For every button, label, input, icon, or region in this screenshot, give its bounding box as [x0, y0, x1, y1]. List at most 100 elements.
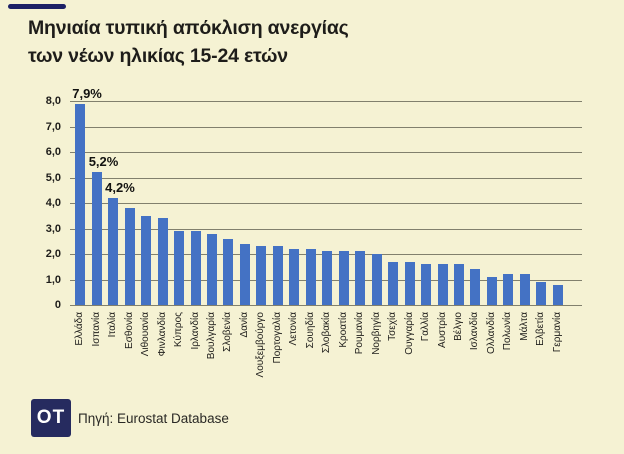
bar-slot: Δανία	[237, 101, 253, 337]
bar-slot: Πορτογαλία	[270, 101, 286, 363]
bar	[371, 254, 382, 305]
bar-slot: Κροατία	[336, 101, 352, 348]
bar-value-label: 4,2%	[105, 179, 135, 195]
x-axis-label: Σουηδία	[304, 312, 316, 349]
bar-slot: Ρουμανία	[352, 101, 368, 354]
bar	[322, 251, 333, 305]
x-axis-label: Ισλανδία	[469, 312, 481, 351]
gridline	[70, 305, 582, 306]
x-axis-label: Αυστρία	[436, 312, 448, 348]
bar	[141, 215, 152, 305]
bar	[338, 251, 349, 305]
x-axis-label: Ιταλία	[107, 312, 119, 338]
bar-slot: Ολλανδία	[484, 101, 500, 354]
bar-slot: Βουλγαρία	[204, 101, 220, 359]
bars-row: 7,9% Ελλάδα 5,2% Ισπανία 4,2% Ιταλία Εσθονία Λι…	[72, 86, 566, 377]
bar	[421, 264, 432, 305]
x-axis-label: Βουλγαρία	[205, 312, 217, 360]
bar	[437, 264, 448, 305]
bar	[108, 197, 119, 305]
y-tick-label: 8,0	[45, 95, 61, 107]
bar-slot: Σλοβενία	[220, 101, 236, 352]
x-axis-label: Πορτογαλία	[271, 312, 283, 364]
chart-title-line1: Μηνιαία τυπική απόκλιση ανεργίας	[28, 17, 349, 39]
bar-slot: Ισλανδία	[467, 101, 483, 350]
bar	[239, 243, 250, 305]
bar-slot: Νορβηγία	[368, 101, 384, 355]
y-tick-label: 2,0	[45, 248, 61, 260]
x-axis-label: Ισπανία	[90, 312, 102, 347]
y-tick-label: 1,0	[45, 273, 61, 286]
bar	[470, 269, 481, 305]
bar-slot: Πολωνία	[500, 101, 516, 350]
y-tick-label: 5,0	[45, 171, 61, 184]
bar-slot: Λιθουανία	[138, 101, 154, 356]
bar-slot: Μάλτα	[517, 101, 533, 341]
bar-slot: Γαλλία	[418, 101, 434, 341]
bar	[503, 274, 514, 305]
bar-slot: 4,2% Ιταλία	[105, 101, 135, 337]
bar	[454, 264, 465, 305]
bar	[305, 248, 316, 305]
bar-slot: Αυστρία	[434, 101, 450, 348]
chart-title-line2: των νέων ηλικίας 15-24 ετών	[28, 44, 288, 67]
x-axis-label: Σλοβενία	[222, 312, 234, 352]
bar-slot: Γερμανία	[550, 101, 566, 352]
bar-slot: Τσεχία	[385, 101, 401, 341]
x-axis-label: Λιθουανία	[140, 312, 152, 357]
gridline	[70, 126, 582, 128]
x-axis-label: Νορβηγία	[370, 312, 382, 355]
x-axis-label: Σλοβακία	[321, 312, 333, 354]
bar-slot: Λουξεμβούργο	[253, 101, 269, 377]
bar	[190, 231, 201, 305]
x-axis-label: Γαλλία	[420, 312, 432, 342]
bar-slot: Σουηδία	[303, 101, 319, 348]
bar-slot: Κύπρος	[171, 101, 187, 347]
bar-value-label: 5,2%	[88, 154, 119, 170]
x-axis-label: Ρουμανία	[354, 312, 366, 355]
x-axis-label: Κύπρος	[173, 312, 185, 348]
x-axis-label: Ελλάδα	[74, 312, 86, 346]
x-axis-label: Φινλανδία	[156, 312, 168, 357]
bar	[223, 238, 234, 305]
bar	[75, 103, 86, 305]
x-axis-label: Ολλανδία	[485, 312, 497, 354]
bar	[206, 233, 217, 305]
x-axis-label: Μάλτα	[518, 312, 530, 341]
bar	[519, 274, 530, 305]
bar-slot: Ελβετία	[533, 101, 549, 346]
bar	[486, 276, 497, 305]
bar	[91, 172, 102, 305]
x-axis-label: Δανία	[238, 312, 250, 338]
bar-slot: Ιρλανδία	[187, 101, 203, 349]
gridline	[70, 203, 582, 204]
x-axis-label: Εσθονία	[123, 312, 135, 349]
bar	[256, 246, 267, 305]
bar	[289, 248, 300, 305]
chart-title: Μηνιαία τυπική απόκλιση ανεργίας των νέω…	[28, 15, 349, 70]
bar	[388, 261, 399, 305]
x-axis-label: Πολωνία	[502, 312, 514, 351]
plot-area: 7,9% Ελλάδα 5,2% Ισπανία 4,2% Ιταλία Εσθονία Λι…	[46, 86, 582, 377]
bar	[272, 246, 283, 305]
bar-slot: Βέλγιο	[451, 101, 467, 341]
x-axis-label: Λουξεμβούργο	[255, 312, 267, 378]
y-tick-label: 0	[54, 299, 61, 311]
y-tick-label: 6,0	[45, 146, 61, 158]
bar-slot: Ουγγαρία	[401, 101, 417, 355]
x-axis-label: Κροατία	[337, 312, 349, 348]
bar	[552, 284, 563, 305]
bar	[124, 208, 135, 305]
bar-slot: Εσθονία	[121, 101, 137, 349]
bar	[536, 282, 547, 305]
bar	[355, 251, 366, 305]
x-axis-label: Τσεχία	[387, 312, 399, 341]
x-axis-label: Γερμανία	[551, 312, 563, 353]
bar	[174, 231, 185, 305]
bar-slot: Λετονία	[286, 101, 302, 346]
bar-slot: Σλοβακία	[319, 101, 335, 353]
gridline	[70, 101, 582, 102]
bar-slot: 7,9% Ελλάδα	[72, 86, 102, 346]
y-tick-label: 3,0	[45, 222, 61, 235]
